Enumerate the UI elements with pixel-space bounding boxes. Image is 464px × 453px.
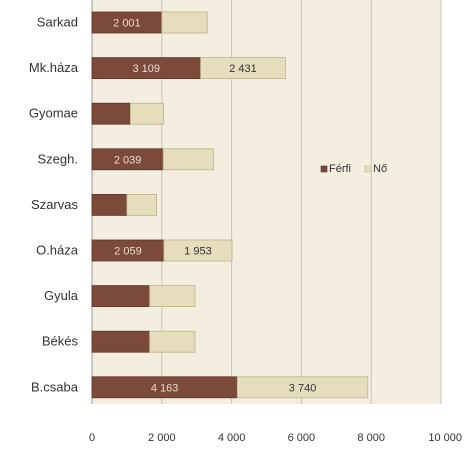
legend-swatch-no bbox=[364, 165, 372, 173]
bar-no-4 bbox=[126, 193, 157, 216]
data-label: 2 039 bbox=[114, 154, 142, 166]
legend-label-no: Nő bbox=[373, 163, 387, 175]
bar-no-3 bbox=[162, 148, 215, 171]
category-labels: Sarkad Mk.háza Gyomae Szegh. Szarvas O.háza Gy… bbox=[29, 15, 79, 395]
x-tick-label: 10 000 bbox=[428, 432, 462, 444]
legend: Férfi Nő bbox=[320, 163, 387, 175]
bar-no-1 bbox=[200, 57, 286, 79]
bar-no-6 bbox=[149, 285, 196, 308]
bar-no-0 bbox=[161, 11, 208, 34]
category-label: Szegh. bbox=[38, 151, 78, 166]
bar-ferfi-6 bbox=[91, 285, 150, 308]
category-label: B.csaba bbox=[31, 379, 79, 394]
data-label: 2 059 bbox=[114, 246, 142, 258]
category-label: Gyomae bbox=[29, 106, 78, 121]
category-label: Gyula bbox=[44, 288, 79, 303]
bar-no-7 bbox=[149, 330, 196, 353]
data-label: 2 001 bbox=[113, 18, 141, 30]
data-label: 2 431 bbox=[229, 63, 257, 75]
x-tick-label: 6 000 bbox=[288, 432, 316, 444]
data-label: 3 109 bbox=[132, 63, 160, 75]
legend-swatch-ferfi bbox=[320, 165, 328, 173]
x-tick-label: 4 000 bbox=[218, 432, 246, 444]
bar-ferfi-2 bbox=[91, 102, 131, 125]
x-tick-label: 2 000 bbox=[148, 432, 176, 444]
bar-no-5 bbox=[163, 239, 233, 262]
bar-ferfi-4 bbox=[91, 193, 128, 216]
category-label: Békés bbox=[42, 334, 79, 349]
bars: 2 001 3 109 2 431 2 039 2 059 1 953 4 163 3 740 bbox=[91, 11, 369, 399]
category-label: Szarvas bbox=[31, 197, 78, 212]
bar-no-8 bbox=[236, 376, 369, 399]
category-label: Sarkad bbox=[37, 15, 78, 30]
category-label: O.háza bbox=[36, 243, 79, 258]
data-label: 3 740 bbox=[289, 382, 317, 394]
bar-no-2 bbox=[129, 102, 164, 125]
category-label: Mk.háza bbox=[29, 60, 79, 75]
data-label: 1 953 bbox=[184, 246, 212, 258]
legend-label-ferfi: Férfi bbox=[329, 163, 351, 175]
bar-ferfi-7 bbox=[91, 330, 150, 353]
x-axis-tick-labels: 0 2 000 4 000 6 000 8 000 10 000 bbox=[89, 432, 462, 444]
data-label: 4 163 bbox=[151, 382, 179, 394]
x-tick-label: 8 000 bbox=[357, 432, 385, 444]
x-tick-label: 0 bbox=[89, 432, 95, 444]
